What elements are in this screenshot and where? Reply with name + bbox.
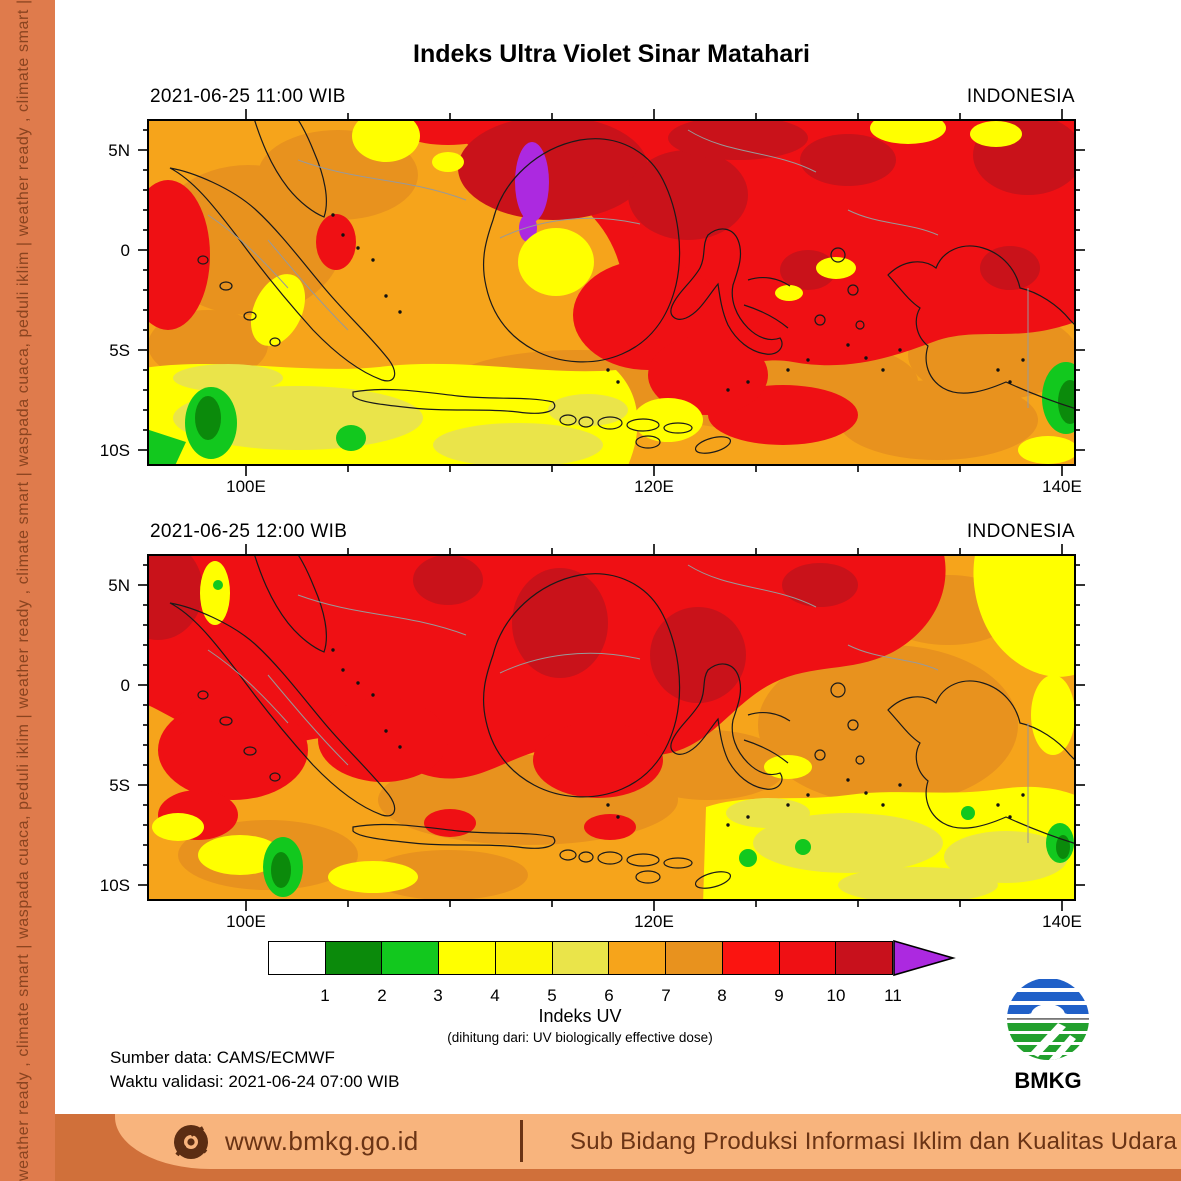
map2-lon-120e: 120E: [634, 912, 674, 931]
colorbar-tick: 9: [774, 986, 784, 1005]
map2-timestamp: 2021-06-25 12:00 WIB: [150, 521, 348, 542]
colorbar-cell: [325, 942, 383, 974]
map1-region-label: INDONESIA: [966, 86, 1075, 107]
map1-timestamp: 2021-06-25 11:00 WIB: [150, 86, 346, 107]
footer: www.bmkg.go.id Sub Bidang Produksi Infor…: [55, 1114, 1181, 1181]
map1-canvas: [138, 109, 1085, 476]
map1-uv-contours: [148, 120, 1075, 465]
map1-lon-100e: 100E: [226, 477, 266, 496]
map2-lat-5n: 5N: [108, 576, 130, 595]
colorbar-cell: [269, 942, 326, 974]
colorbar-tick: 4: [490, 986, 500, 1005]
map2-lat-10s: 10S: [99, 876, 130, 895]
map2-axis-ticks: [138, 544, 1085, 911]
map2-lat-0: 0: [120, 676, 130, 695]
map2-frame: [147, 554, 1076, 901]
map2-lat-5s: 5S: [109, 776, 130, 795]
page-title: Indeks Ultra Violet Sinar Matahari: [413, 40, 810, 68]
colorbar-tick: 8: [717, 986, 727, 1005]
colorbar-cell: [609, 942, 667, 974]
colorbar-tick: 7: [661, 986, 671, 1005]
globe-icon: [174, 1125, 208, 1159]
map1-lat-10s: 10S: [99, 441, 130, 460]
colorbar-tick: 2: [377, 986, 387, 1005]
colorbar-cell: [666, 942, 723, 974]
colorbar-title: Indeks UV: [538, 1006, 622, 1026]
colorbar-tick: 3: [433, 986, 443, 1005]
sidebar: weather ready , climate smart | waspada …: [0, 0, 55, 1181]
footer-separator: [520, 1120, 523, 1162]
map2-uv-contours: [148, 555, 1075, 900]
logo-text: BMKG: [1014, 1068, 1081, 1093]
map2-lon-140e: 140E: [1042, 912, 1082, 931]
colorbar-tick: 1: [320, 986, 330, 1005]
footer-bar: www.bmkg.go.id Sub Bidang Produksi Infor…: [115, 1114, 1181, 1169]
colorbar-tick: 11: [884, 986, 902, 1005]
map1-lat-5s: 5S: [109, 341, 130, 360]
footer-department: Sub Bidang Produksi Informasi Iklim dan …: [570, 1128, 1178, 1155]
colorbar-tick: 6: [604, 986, 614, 1005]
logo-horizon-line: [1007, 1018, 1089, 1020]
map1-lat-5n: 5N: [108, 141, 130, 160]
colorbar-cell: [836, 942, 893, 974]
colorbar-cell: [382, 942, 440, 974]
colorbar-tick: 5: [547, 986, 557, 1005]
map1-lon-120e: 120E: [634, 477, 674, 496]
sidebar-tagline: weather ready , climate smart | waspada …: [15, 0, 32, 1181]
source-validation-line: Waktu validasi: 2021-06-24 07:00 WIB: [110, 1072, 400, 1091]
bmkg-logo: BMKG: [1007, 978, 1089, 1093]
colorbar-cell: [495, 942, 553, 974]
map2-canvas: [138, 544, 1085, 911]
colorbar-cell: [722, 942, 780, 974]
map2-region-label: INDONESIA: [966, 521, 1075, 542]
source-data-line: Sumber data: CAMS/ECMWF: [110, 1048, 335, 1067]
map1-lat-0: 0: [120, 241, 130, 260]
map1-lon-140e: 140E: [1042, 477, 1082, 496]
colorbar-tick: 10: [826, 986, 846, 1005]
map1-frame: [147, 119, 1076, 466]
colorbar-subtitle: (dihitung dari: UV biologically effectiv…: [447, 1030, 713, 1045]
map1-axis-ticks: [138, 109, 1085, 476]
colorbar-cell: [439, 942, 496, 974]
footer-website-link[interactable]: www.bmkg.go.id: [225, 1126, 419, 1156]
colorbar-arrow: [893, 939, 956, 977]
colorbar-cell: [779, 942, 837, 974]
map2-lon-100e: 100E: [226, 912, 266, 931]
colorbar-cell: [552, 942, 610, 974]
uv-colorbar: [268, 941, 893, 975]
